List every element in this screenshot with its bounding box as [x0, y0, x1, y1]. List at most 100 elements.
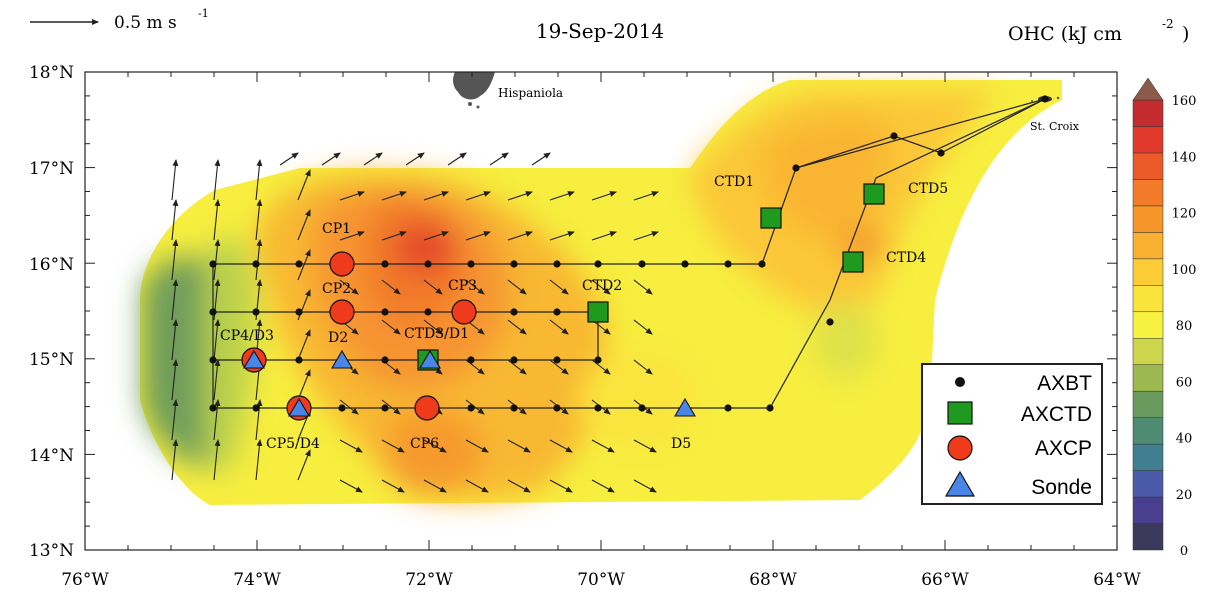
current-vector [447, 152, 467, 166]
current-vector [465, 399, 485, 415]
current-vector [213, 239, 221, 281]
current-vector [213, 319, 221, 361]
legend-sonde-label: Sonde [1031, 476, 1092, 499]
axbt-point [553, 356, 561, 364]
current-vector [633, 359, 653, 375]
axbt-point [510, 260, 518, 268]
current-vectors [171, 152, 659, 493]
current-vector [423, 279, 443, 295]
axbt-point [295, 308, 303, 316]
axbt-point [553, 308, 561, 316]
current-vector [507, 279, 527, 295]
colorbar-tick-label: 40 [1176, 432, 1193, 447]
st-croix-label: St. Croix [1030, 120, 1080, 133]
current-vector [507, 479, 531, 493]
current-vector [321, 152, 341, 166]
colorbar-title-text: OHC (kJ cm [1008, 23, 1122, 45]
current-vector [381, 479, 405, 493]
legend-axcp-label: AXCP [1035, 437, 1092, 460]
current-vector [297, 329, 311, 361]
current-vector [381, 231, 407, 241]
current-vector [423, 319, 443, 335]
lat-label: 13°N [29, 541, 74, 561]
current-vector [339, 191, 365, 201]
flight-track-line [213, 98, 1046, 409]
current-vector [591, 359, 611, 375]
label-ctd3d1: CTD3/D1 [404, 326, 469, 342]
axbt-point [467, 404, 475, 412]
current-vector [339, 439, 363, 453]
current-vector [339, 231, 365, 241]
current-vector [171, 439, 179, 481]
axbt-point [295, 260, 303, 268]
current-vector [549, 359, 569, 375]
current-vector [381, 319, 401, 335]
legend-sonde-symbol [944, 470, 976, 497]
current-vector [297, 249, 311, 281]
axbt-point [424, 260, 432, 268]
current-vector [171, 239, 179, 281]
current-vector [171, 359, 179, 401]
colorbar-band [1132, 311, 1164, 339]
current-vector [297, 369, 311, 401]
current-vector [591, 439, 615, 453]
colorbar-tick-label: 160 [1172, 94, 1197, 109]
sonde-point [243, 349, 265, 369]
current-vector [297, 169, 311, 201]
colorbar-tick-label: 0 [1180, 544, 1188, 559]
current-vector [591, 279, 611, 295]
sonde-point [331, 349, 353, 369]
current-vector [507, 439, 531, 453]
current-vector [213, 439, 221, 481]
current-vector [507, 231, 533, 241]
latitude-labels: 18°N 17°N 16°N 15°N 14°N 13°N [29, 63, 74, 561]
current-vector [591, 191, 617, 201]
axbt-point [681, 260, 689, 268]
vector-scale-key: 0.5 m s -1 [30, 7, 209, 33]
colorbar-tick-label: 120 [1172, 207, 1197, 222]
current-vector [339, 479, 363, 493]
current-vector [381, 439, 405, 453]
current-vector [255, 239, 263, 281]
colorbar-band [1132, 390, 1164, 418]
colorbar-band [1132, 417, 1164, 445]
lon-label: 66°W [921, 570, 969, 590]
current-vector [363, 152, 383, 166]
current-vector [255, 199, 263, 241]
current-vector [549, 191, 575, 201]
current-vector [531, 152, 551, 166]
current-vector [423, 231, 449, 241]
colorbar-tick-label: 60 [1176, 375, 1193, 390]
current-vector [633, 279, 653, 295]
current-vector [171, 199, 179, 241]
colorbar-title-exponent: -2 [1162, 17, 1174, 31]
axbt-point [890, 132, 898, 140]
label-ctd5: CTD5 [908, 181, 948, 197]
colorbar-band [1132, 232, 1164, 260]
label-cp1: CP1 [322, 221, 351, 237]
label-d5: D5 [671, 436, 691, 452]
current-vector [549, 279, 569, 295]
axbt-point [766, 404, 774, 412]
current-vector [633, 439, 657, 453]
axbt-point [381, 404, 389, 412]
axbt-point [758, 260, 766, 268]
current-vector [339, 399, 359, 415]
label-d2: D2 [328, 330, 348, 346]
axbt-point [510, 308, 518, 316]
axbt-point [252, 308, 260, 316]
sonde-point [674, 397, 696, 417]
lat-label: 14°N [29, 446, 74, 466]
vector-scale-label: 0.5 m s [114, 13, 177, 33]
current-vector [171, 319, 179, 361]
axbt-point [381, 260, 389, 268]
legend-axctd-label: AXCTD [1021, 403, 1092, 426]
axbt-point [826, 318, 834, 326]
colorbar-band [1132, 258, 1164, 286]
colorbar-band [1132, 443, 1164, 471]
current-vector [213, 359, 221, 401]
longitude-labels: 76°W 74°W 72°W 70°W 68°W 66°W 64°W [61, 570, 1141, 590]
lon-label: 74°W [233, 570, 281, 590]
axbt-point [381, 356, 389, 364]
